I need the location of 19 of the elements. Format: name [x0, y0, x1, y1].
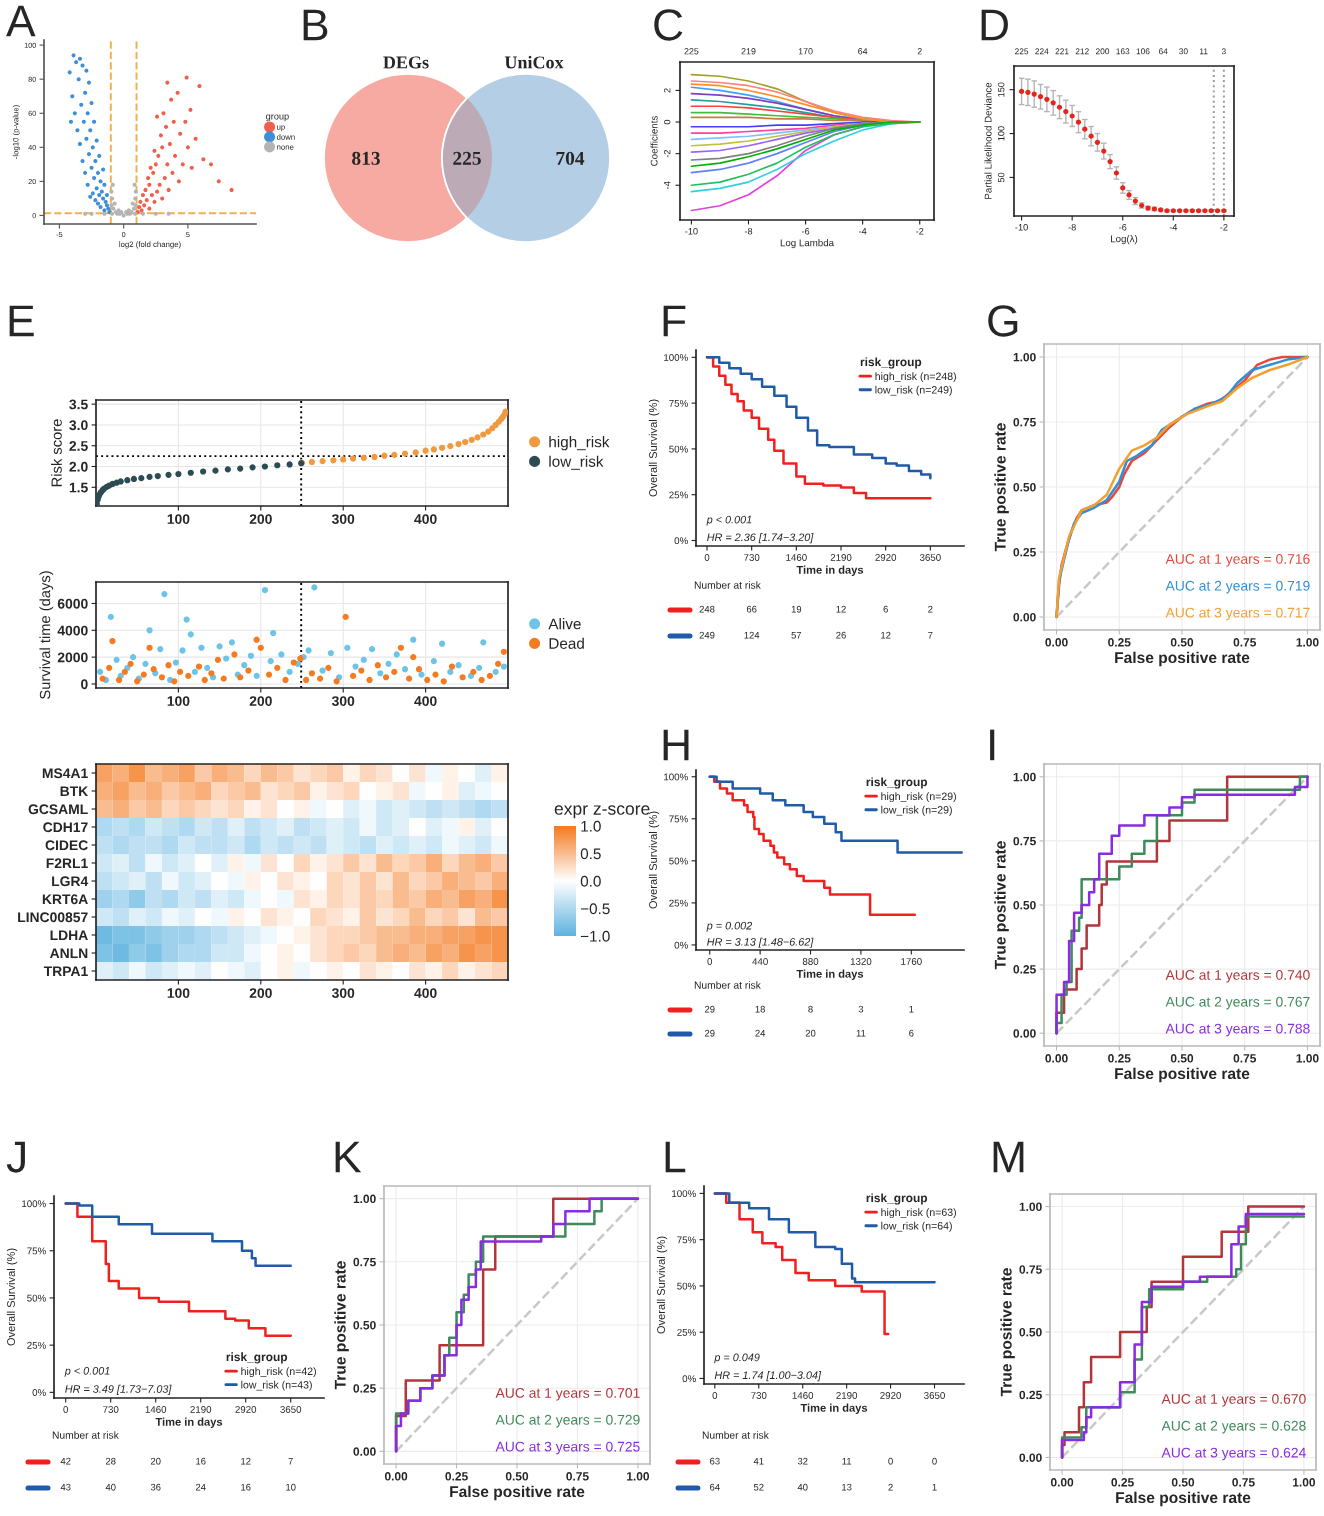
chart-title: H	[663, 729, 689, 761]
chart-title: F	[663, 305, 686, 337]
chart-title: C	[654, 9, 683, 41]
chart-title: K	[335, 1141, 362, 1173]
text: B	[303, 9, 328, 41]
color-bar-title: expr z-score	[554, 805, 650, 819]
chart-title: E	[9, 305, 34, 337]
chart-title: G	[988, 305, 1018, 337]
data-label: 813	[352, 151, 380, 165]
category-label: DEGs	[383, 56, 429, 69]
chart-title: A	[6, 5, 36, 37]
chart-title: D	[981, 9, 1008, 41]
chart-title: L	[665, 1141, 686, 1173]
category-label: UniCox	[504, 55, 564, 69]
chart-title: M	[993, 1141, 1024, 1173]
chart-title: I	[990, 729, 995, 761]
data-label: 225	[453, 151, 481, 165]
data-label: 704	[556, 151, 585, 165]
chart-title: J	[6, 1141, 25, 1173]
